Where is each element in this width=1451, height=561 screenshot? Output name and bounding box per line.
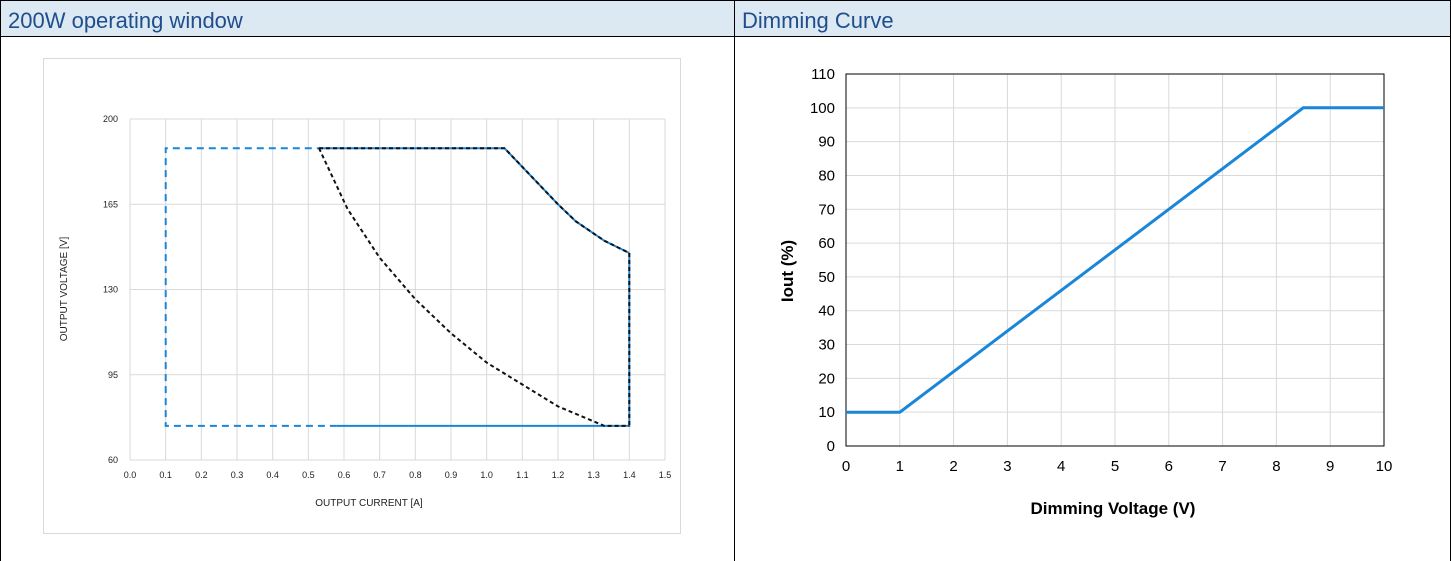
x-tick-label: 1.0 xyxy=(480,470,493,480)
x-tick-label: 0.2 xyxy=(195,470,208,480)
x-tick-label: 1.5 xyxy=(659,470,672,480)
x-tick-label: 1 xyxy=(896,458,904,475)
x-tick-label: 2 xyxy=(949,458,957,475)
y-tick-labels: 0 10 20 30 40 50 60 70 80 90 100 110 xyxy=(810,66,835,455)
plot-area-border xyxy=(845,73,1385,447)
x-tick-label: 0 xyxy=(842,458,850,475)
x-tick-label: 8 xyxy=(1272,458,1280,475)
y-tick-label: 130 xyxy=(103,285,118,295)
panel-title-operating-window: 200W operating window xyxy=(8,8,243,33)
x-tick-label: 0.9 xyxy=(445,470,458,480)
series-line-black-dashed xyxy=(318,147,630,427)
x-axis-label: OUTPUT CURRENT [A] xyxy=(315,498,423,509)
y-tick-label: 60 xyxy=(818,235,835,252)
y-tick-label: 10 xyxy=(818,404,835,421)
x-tick-label: 0.6 xyxy=(338,470,351,480)
x-tick-label: 0.5 xyxy=(302,470,315,480)
y-tick-label: 95 xyxy=(108,370,118,380)
y-tick-label: 110 xyxy=(811,66,835,83)
x-tick-label: 0.4 xyxy=(266,470,279,480)
y-tick-label: 30 xyxy=(818,337,835,354)
y-axis-label: Iout (%) xyxy=(778,240,797,302)
y-tick-label: 165 xyxy=(103,199,118,209)
grid xyxy=(845,73,1385,447)
plot-series xyxy=(164,147,631,427)
x-tick-labels: 0.0 0.1 0.2 0.3 0.4 0.5 0.6 0.7 0.8 0.9 1.0 1.1 1.2 1… xyxy=(124,470,672,480)
x-tick-labels: 0 1 2 3 4 5 6 7 8 9 10 xyxy=(842,458,1393,475)
x-axis-label: Dimming Voltage (V) xyxy=(1031,499,1196,518)
y-tick-label: 50 xyxy=(818,269,835,286)
x-tick-label: 5 xyxy=(1111,458,1119,475)
y-tick-label: 20 xyxy=(818,370,835,387)
center-divider xyxy=(734,0,735,561)
y-tick-labels: 60 95 130 165 200 xyxy=(103,114,118,465)
y-axis-label: OUTPUT VOLTAGE [V] xyxy=(59,237,70,342)
y-tick-label: 80 xyxy=(818,167,835,184)
y-tick-label: 100 xyxy=(810,100,835,117)
dimming-curve-chart: 0 1 2 3 4 5 6 7 8 9 10 0 10 20 30 40 50 60 70 80 90 100 110 D… xyxy=(778,66,1393,518)
x-tick-label: 0.7 xyxy=(373,470,386,480)
x-tick-label: 4 xyxy=(1057,458,1065,475)
x-tick-label: 1.2 xyxy=(552,470,565,480)
x-tick-label: 1.4 xyxy=(623,470,636,480)
x-tick-label: 0.3 xyxy=(231,470,244,480)
x-tick-label: 10 xyxy=(1376,458,1393,475)
x-tick-label: 1.3 xyxy=(587,470,600,480)
header-row xyxy=(0,0,1451,37)
x-tick-label: 7 xyxy=(1218,458,1226,475)
series-line-black-dashed xyxy=(319,147,631,426)
left-border xyxy=(0,0,1,561)
chart-border xyxy=(43,58,681,534)
x-tick-label: 0.1 xyxy=(159,470,172,480)
y-tick-label: 200 xyxy=(103,114,118,124)
y-tick-label: 70 xyxy=(818,201,835,218)
x-tick-label: 0.0 xyxy=(124,470,137,480)
y-tick-label: 90 xyxy=(818,134,835,151)
panel-title-dimming-curve: Dimming Curve xyxy=(742,8,894,33)
y-tick-label: 60 xyxy=(108,455,118,465)
x-tick-label: 9 xyxy=(1326,458,1334,475)
x-tick-label: 0.8 xyxy=(409,470,422,480)
series-line-blue-solid xyxy=(846,106,1384,414)
operating-window-chart: 0.0 0.1 0.2 0.3 0.4 0.5 0.6 0.7 0.8 0.9 1.0 1.1 1.2 1… xyxy=(43,58,681,534)
plot-series xyxy=(846,106,1384,414)
y-tick-label: 40 xyxy=(818,303,835,320)
y-tick-label: 0 xyxy=(827,438,835,455)
x-tick-label: 6 xyxy=(1165,458,1173,475)
x-tick-label: 3 xyxy=(1003,458,1011,475)
x-tick-label: 1.1 xyxy=(516,470,529,480)
series-line-blue-dashed xyxy=(164,147,337,427)
